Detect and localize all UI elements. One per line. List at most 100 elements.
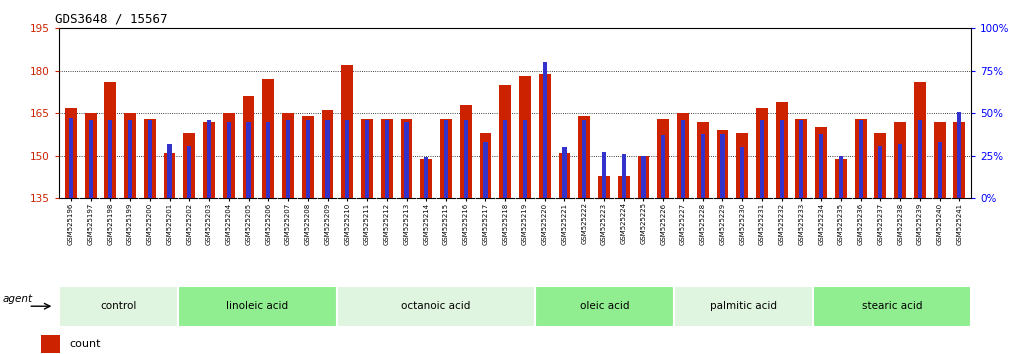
Bar	[424, 158, 428, 198]
Bar	[246, 122, 250, 198]
Bar	[720, 134, 724, 198]
Text: oleic acid: oleic acid	[580, 301, 630, 311]
Bar	[898, 144, 902, 198]
Bar	[543, 62, 547, 198]
Bar	[582, 120, 586, 198]
Bar	[602, 152, 606, 198]
Bar	[223, 113, 235, 198]
Bar	[839, 156, 843, 198]
Bar	[780, 120, 784, 198]
Bar	[776, 102, 787, 198]
FancyBboxPatch shape	[337, 285, 535, 327]
Bar	[638, 156, 650, 198]
Bar	[41, 335, 60, 353]
Bar	[697, 122, 709, 198]
Bar	[579, 116, 590, 198]
Bar	[286, 120, 290, 198]
Bar	[420, 159, 432, 198]
Text: linoleic acid: linoleic acid	[226, 301, 289, 311]
Bar	[88, 120, 93, 198]
Bar	[957, 112, 961, 198]
Bar	[562, 147, 566, 198]
Bar	[816, 127, 827, 198]
Bar	[243, 96, 254, 198]
FancyBboxPatch shape	[59, 285, 178, 327]
Bar	[384, 120, 388, 198]
Bar	[460, 105, 472, 198]
Bar	[854, 119, 866, 198]
Bar	[917, 120, 922, 198]
Bar	[203, 122, 215, 198]
Bar	[499, 85, 512, 198]
Bar	[124, 113, 136, 198]
Bar	[440, 119, 452, 198]
Bar	[84, 113, 97, 198]
Bar	[147, 120, 152, 198]
Bar	[894, 122, 906, 198]
Text: palmitic acid: palmitic acid	[710, 301, 777, 311]
Text: stearic acid: stearic acid	[861, 301, 922, 311]
Bar	[207, 120, 212, 198]
Text: count: count	[69, 339, 101, 349]
Bar	[954, 122, 965, 198]
Bar	[302, 116, 313, 198]
Bar	[227, 122, 231, 198]
Bar	[875, 133, 887, 198]
Bar	[361, 119, 373, 198]
Bar	[879, 145, 883, 198]
Bar	[325, 120, 330, 198]
Bar	[342, 65, 353, 198]
Bar	[677, 113, 689, 198]
Text: octanoic acid: octanoic acid	[401, 301, 471, 311]
Text: agent: agent	[3, 294, 34, 304]
Bar	[914, 82, 925, 198]
Bar	[405, 122, 409, 198]
Bar	[934, 122, 946, 198]
Text: GDS3648 / 15567: GDS3648 / 15567	[55, 13, 168, 26]
Bar	[642, 156, 646, 198]
Bar	[183, 133, 195, 198]
Bar	[105, 82, 116, 198]
Bar	[717, 130, 728, 198]
Bar	[621, 154, 625, 198]
Bar	[345, 120, 350, 198]
Bar	[740, 147, 744, 198]
Bar	[558, 153, 571, 198]
Bar	[143, 119, 156, 198]
Bar	[65, 108, 76, 198]
Bar	[187, 145, 191, 198]
Bar	[617, 176, 630, 198]
Bar	[938, 142, 942, 198]
Bar	[483, 142, 487, 198]
Bar	[306, 120, 310, 198]
Bar	[380, 119, 393, 198]
Bar	[266, 122, 271, 198]
Bar	[598, 176, 610, 198]
Bar	[760, 120, 764, 198]
Bar	[819, 134, 823, 198]
Bar	[480, 133, 491, 198]
Bar	[282, 113, 294, 198]
Bar	[262, 79, 275, 198]
Bar	[128, 120, 132, 198]
Bar	[321, 110, 334, 198]
FancyBboxPatch shape	[535, 285, 673, 327]
Text: control: control	[101, 301, 136, 311]
Bar	[365, 120, 369, 198]
Bar	[858, 120, 862, 198]
Bar	[795, 119, 807, 198]
FancyBboxPatch shape	[813, 285, 971, 327]
Bar	[168, 144, 172, 198]
Bar	[464, 120, 468, 198]
Bar	[756, 108, 768, 198]
Bar	[503, 120, 507, 198]
Bar	[661, 135, 665, 198]
Bar	[680, 120, 685, 198]
Bar	[657, 119, 669, 198]
Bar	[539, 74, 550, 198]
Bar	[835, 159, 847, 198]
Bar	[799, 120, 803, 198]
Bar	[108, 120, 113, 198]
Bar	[69, 118, 73, 198]
FancyBboxPatch shape	[178, 285, 337, 327]
